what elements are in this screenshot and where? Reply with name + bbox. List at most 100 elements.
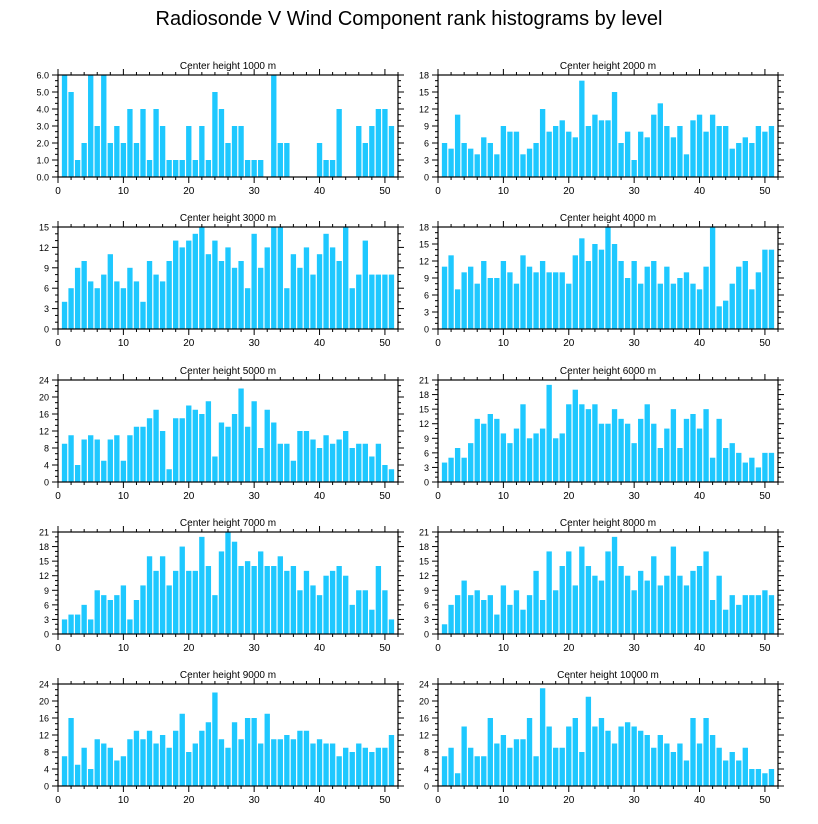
histogram-bar xyxy=(290,739,297,786)
histogram-bar xyxy=(140,426,146,482)
histogram-bar xyxy=(749,457,755,482)
histogram-bar xyxy=(179,247,185,329)
histogram-bar xyxy=(696,743,703,786)
histogram-bar xyxy=(323,160,329,177)
histogram-bar xyxy=(481,756,487,786)
y-tick-label: 12 xyxy=(39,731,49,741)
histogram-bar xyxy=(133,426,140,482)
x-tick-label: 20 xyxy=(183,795,195,806)
histogram-bar xyxy=(127,267,133,329)
histogram-bar xyxy=(572,718,578,786)
histogram-bar xyxy=(526,718,533,786)
y-tick-label: 15 xyxy=(39,223,49,233)
y-tick-label: 1.0 xyxy=(36,156,49,166)
histogram-bar xyxy=(244,160,251,177)
histogram-bar xyxy=(388,469,395,482)
histogram-bar xyxy=(526,438,533,482)
histogram-bar xyxy=(723,760,729,786)
histogram-bar xyxy=(638,730,644,786)
y-tick-label: 4 xyxy=(424,765,429,775)
y-tick-label: 12 xyxy=(419,731,429,741)
histogram-bar xyxy=(598,423,605,482)
histogram-bar xyxy=(179,713,185,786)
histogram-bar xyxy=(566,551,572,634)
histogram-bar xyxy=(375,274,382,329)
histogram-bar xyxy=(120,460,127,482)
histogram-bar xyxy=(133,730,140,786)
histogram-bar xyxy=(677,575,683,634)
histogram-bar xyxy=(284,735,290,786)
histogram-bar xyxy=(120,585,127,634)
histogram-bar xyxy=(762,590,768,634)
x-tick-label: 0 xyxy=(435,795,441,806)
histogram-bar xyxy=(61,443,68,482)
histogram-bar xyxy=(186,240,192,329)
histogram-bar xyxy=(94,590,100,634)
histogram-bar xyxy=(382,274,388,329)
histogram-bar xyxy=(651,114,657,177)
y-tick-label: 9 xyxy=(44,263,49,273)
histogram-bar xyxy=(369,126,375,177)
histogram-bar xyxy=(186,405,192,482)
histogram-bar xyxy=(107,254,113,329)
histogram-bar xyxy=(323,743,329,786)
x-tick-label: 0 xyxy=(55,795,61,806)
y-tick-label: 3 xyxy=(424,463,429,473)
y-tick-label: 15 xyxy=(419,240,429,250)
histogram-bar xyxy=(349,448,355,482)
histogram-bar xyxy=(94,739,100,786)
histogram-bar xyxy=(88,619,94,634)
x-tick-label: 20 xyxy=(183,491,195,502)
histogram-bar xyxy=(179,160,185,177)
histogram-bar xyxy=(251,566,257,634)
histogram-bar xyxy=(468,747,474,786)
y-tick-label: 0 xyxy=(44,325,49,335)
x-tick-label: 30 xyxy=(629,338,641,349)
histogram-bar xyxy=(533,143,539,177)
histogram-bar xyxy=(336,109,342,177)
histogram-bar xyxy=(310,743,316,786)
histogram-bar xyxy=(553,272,559,329)
histogram-bar xyxy=(448,747,454,786)
histogram-bar xyxy=(271,422,277,482)
histogram-bar xyxy=(631,590,637,634)
histogram-bar xyxy=(709,114,716,177)
x-tick-label: 0 xyxy=(435,491,441,502)
histogram-bar xyxy=(166,160,172,177)
histogram-bar xyxy=(664,266,670,329)
histogram-bar xyxy=(585,696,592,786)
histogram-bar xyxy=(61,756,68,786)
histogram-bar xyxy=(755,126,762,177)
histogram-bar xyxy=(251,401,257,482)
histogram-bar xyxy=(140,109,146,177)
histogram-bar xyxy=(186,570,192,634)
histogram-bar xyxy=(107,747,113,786)
histogram-bar xyxy=(375,443,382,482)
histogram-bar xyxy=(297,730,303,786)
histogram-bar xyxy=(723,126,729,177)
histogram-bar xyxy=(212,595,218,634)
histogram-bar xyxy=(369,274,375,329)
histogram-bar xyxy=(566,404,572,482)
histogram-bar xyxy=(605,120,611,177)
histogram-bar xyxy=(107,600,113,634)
histogram-bar xyxy=(611,92,618,177)
histogram-bar xyxy=(755,272,762,329)
x-tick-label: 50 xyxy=(379,491,391,502)
histogram-bar xyxy=(343,431,349,482)
histogram-bar xyxy=(716,306,722,329)
panel-title: Center height 6000 m xyxy=(560,366,656,377)
histogram-bar xyxy=(664,575,670,634)
histogram-bar xyxy=(729,752,735,786)
histogram-bar xyxy=(559,747,565,786)
histogram-bar xyxy=(736,452,742,482)
x-tick-label: 40 xyxy=(694,186,706,197)
x-tick-label: 40 xyxy=(694,643,706,654)
histogram-bar xyxy=(343,575,349,634)
histogram-bar xyxy=(546,131,552,177)
histogram-bar xyxy=(199,730,205,786)
histogram-bar xyxy=(68,288,74,329)
histogram-bar xyxy=(212,692,218,786)
histogram-bar xyxy=(468,148,474,177)
histogram-bar xyxy=(362,590,368,634)
